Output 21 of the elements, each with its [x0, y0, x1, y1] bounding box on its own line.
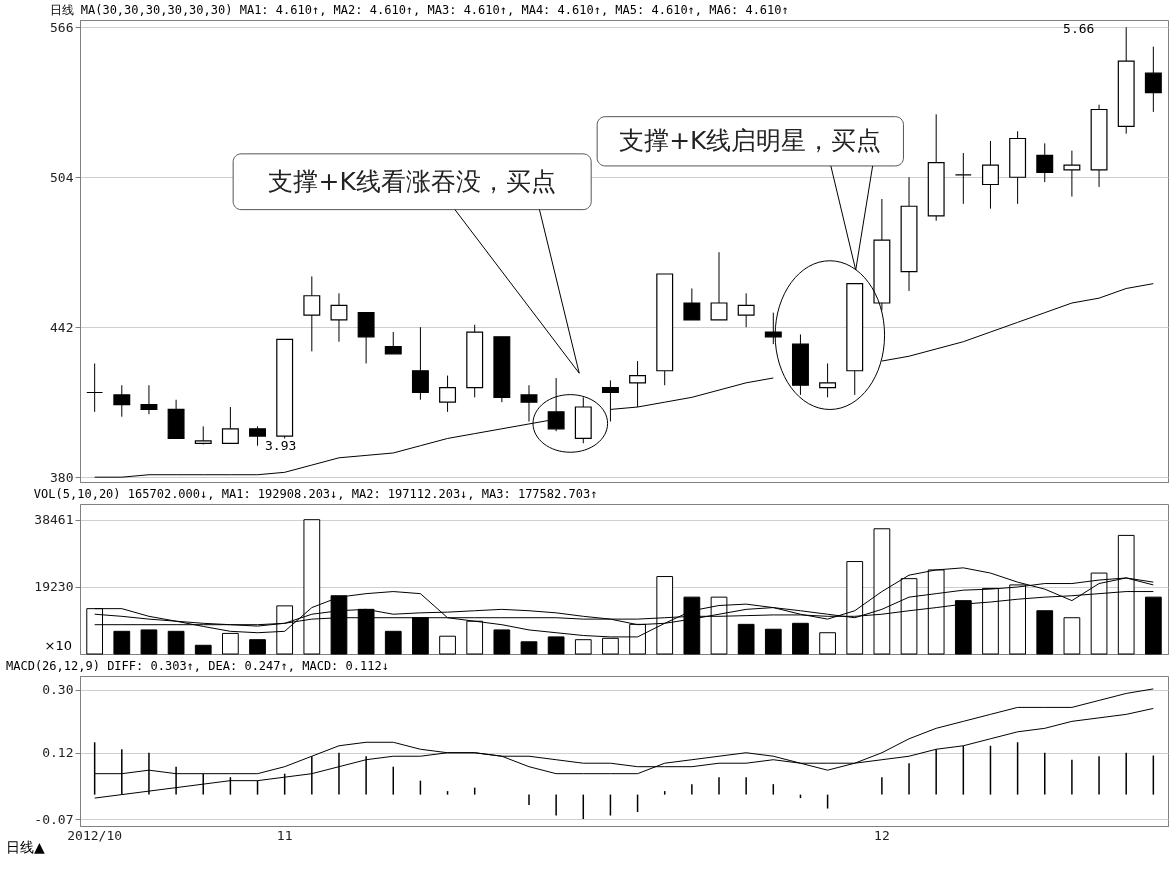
y-tick-label: 0.30 [42, 682, 74, 698]
text: ×10 [44, 638, 72, 653]
y-tick-label: 0.12 [42, 745, 74, 761]
x-tick-label: 11 [276, 827, 293, 843]
y-tick-label: 380 [50, 469, 74, 485]
y-tick-label: 442 [50, 319, 74, 335]
chart-title: VOL(5,10,20) 165702.000↓, MA1: 192908.203↓, MA2: 197112.203↓, MA3: 177582.703↑ [33, 487, 598, 501]
y-tick-label: 504 [50, 169, 74, 185]
x-tick-label: 12 [874, 827, 890, 843]
annotation: 支撑+K线看涨吞没，买点 [268, 166, 556, 196]
y-tick-label: 38461 [34, 512, 74, 528]
chart-title: 日线 MA(30,30,30,30,30,30) MA1: 4.610↑, MA2: 4.610↑, MA3: 4.610↑, MA4: 4.610↑, MA5: 4.610↑, MA6: 4.610↑ [49, 3, 789, 17]
chart-title: MACD(26,12,9) DIFF: 0.303↑, DEA: 0.247↑, MACD: 0.112↓ [6, 659, 389, 673]
text: 日线▲ [6, 839, 45, 855]
x-tick-label: 2012/10 [67, 827, 123, 843]
annotation: 3.93 [264, 437, 297, 453]
y-tick-label: 19230 [34, 579, 74, 595]
annotation: 5.66 [1063, 21, 1095, 37]
y-tick-label: -0.07 [34, 811, 74, 827]
annotation: 支撑+K线启明星，买点 [619, 126, 882, 156]
y-tick-label: 566 [50, 19, 74, 35]
